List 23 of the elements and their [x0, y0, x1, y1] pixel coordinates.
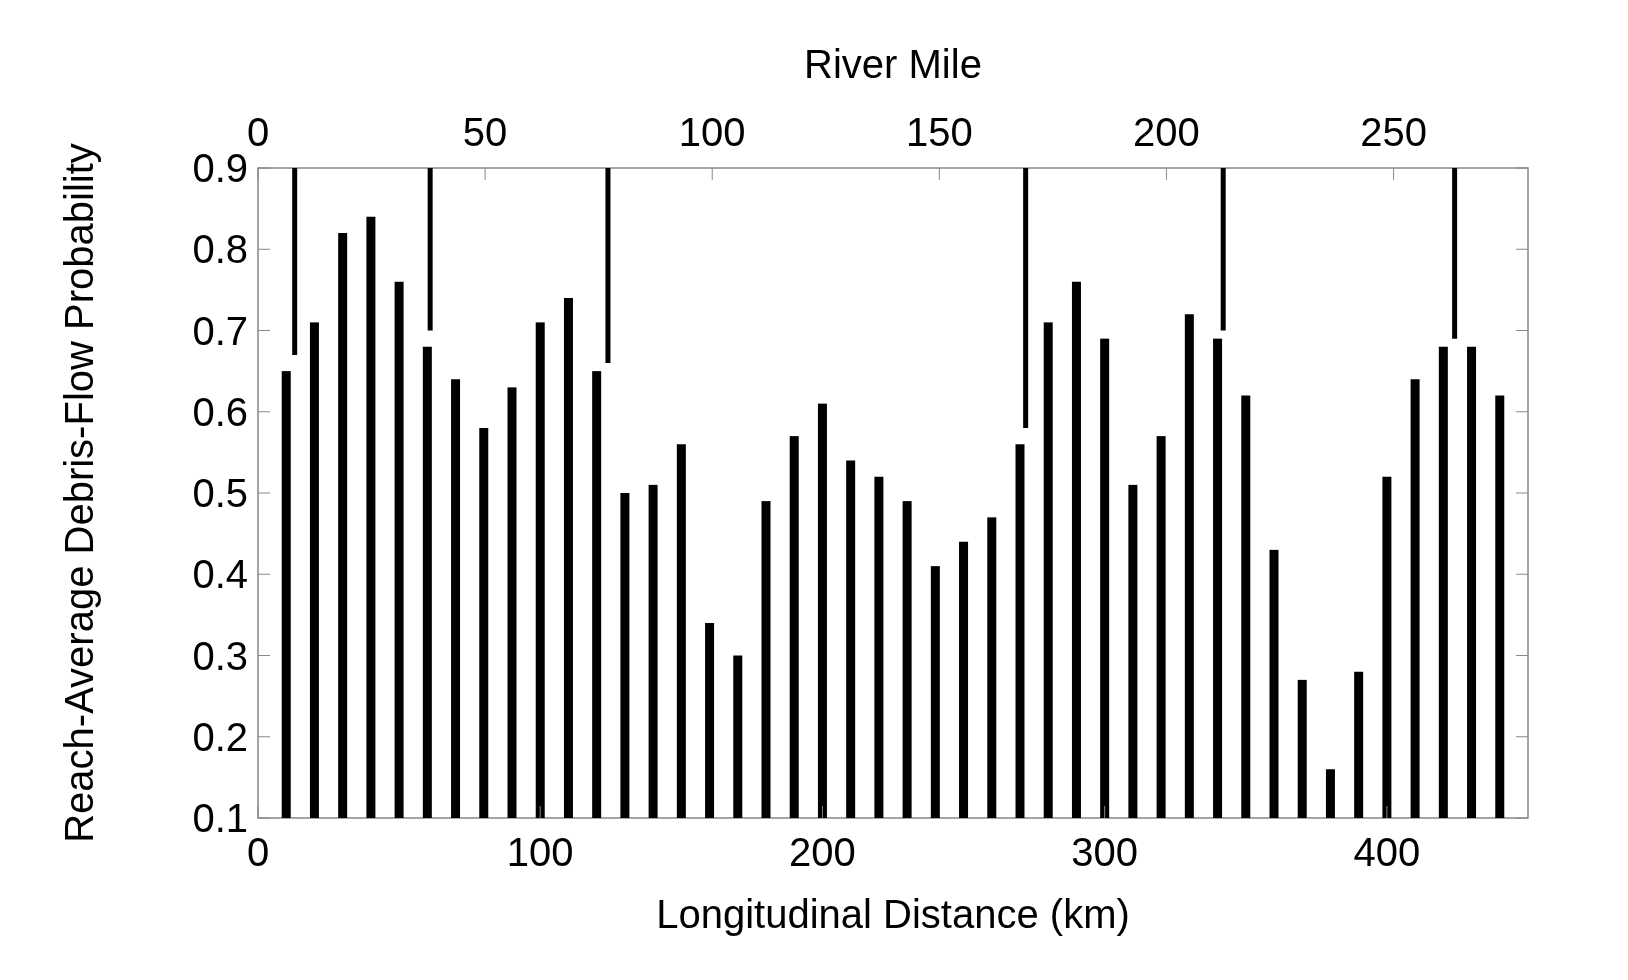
- x2-axis-title: River Mile: [804, 42, 982, 86]
- x2-tick-label: 100: [678, 110, 746, 154]
- y-tick-label: 0.7: [192, 308, 248, 353]
- x2-tick-label: 200: [1133, 110, 1200, 154]
- y-tick-label: 0.5: [192, 471, 248, 515]
- y-tick-label: 0.8: [192, 227, 248, 272]
- x2-tick-label: 50: [462, 110, 508, 154]
- x-tick-label: 300: [1071, 830, 1139, 874]
- x-tick-label: 400: [1353, 830, 1421, 874]
- x2-tick-label: 0: [246, 110, 270, 154]
- y-tick-label: 0.9: [192, 146, 248, 190]
- x-tick-label: 0: [246, 830, 270, 874]
- y-tick-label: 0.2: [192, 714, 248, 759]
- y-tick-label: 0.3: [192, 633, 248, 678]
- y-tick-label: 0.6: [192, 389, 248, 434]
- x-axis-title: Longitudinal Distance (km): [656, 892, 1130, 936]
- y-tick-label: 0.1: [192, 796, 248, 840]
- y-axis-title: Reach-Average Debris-Flow Probability: [57, 143, 101, 843]
- x-tick-label: 200: [789, 830, 856, 874]
- x2-tick-label: 150: [905, 110, 973, 154]
- x2-tick-label: 250: [1360, 110, 1427, 154]
- x-tick-label: 100: [506, 830, 574, 874]
- y-tick-label: 0.4: [192, 552, 248, 597]
